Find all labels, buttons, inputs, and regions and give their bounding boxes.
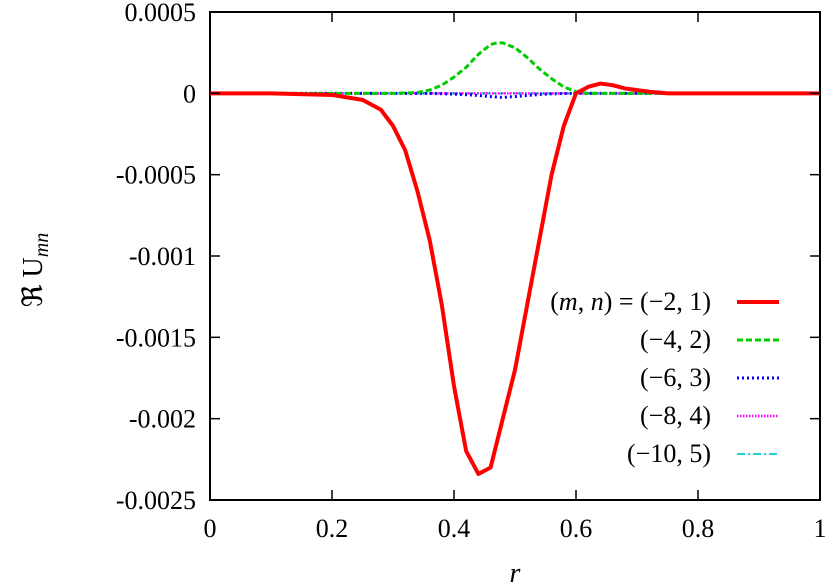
legend-prefix-part: m: [559, 287, 578, 316]
legend-series-name: (−8, 4): [640, 401, 711, 430]
series-line: [210, 41, 820, 95]
legend-series-name: (−4, 2): [640, 325, 711, 354]
legend-prefix-part: n: [591, 287, 604, 316]
y-axis-title-sub: mn: [31, 233, 53, 257]
legend-prefix-part: ,: [578, 287, 591, 316]
y-tick-label: -0.0005: [116, 161, 196, 190]
y-tick-label: -0.002: [129, 405, 196, 434]
series-line: [210, 81, 820, 476]
plot-frame: [209, 11, 821, 501]
x-tick-label: 0.8: [682, 514, 715, 543]
y-tick-label: 0: [183, 79, 196, 108]
y-tick-label: -0.0015: [116, 323, 196, 352]
legend-prefix-part: (: [550, 287, 559, 316]
x-tick-label: 0: [204, 514, 217, 543]
series-line: [210, 91, 820, 99]
x-tick-label: 0.6: [560, 514, 593, 543]
y-tick-label: -0.001: [129, 242, 196, 271]
legend-series-name: (−2, 1): [640, 287, 711, 316]
y-axis-title-main: ℜ U: [18, 257, 49, 307]
x-axis-title: r: [510, 558, 521, 585]
legend-series-name: (−6, 3): [640, 363, 711, 392]
legend-label: (−6, 3): [640, 363, 711, 392]
legend-label: (−10, 5): [627, 439, 711, 468]
y-axis-title: ℜ Umn: [18, 233, 53, 307]
legend-prefix-part: ) =: [604, 287, 640, 316]
legend-series-name: (−10, 5): [627, 439, 711, 468]
y-tick-label: 0.0005: [125, 0, 197, 27]
x-tick-label: 1: [814, 514, 827, 543]
x-tick-label: 0.2: [316, 514, 349, 543]
x-tick-label: 0.4: [438, 514, 471, 543]
y-tick-label: -0.0025: [116, 486, 196, 515]
legend-label: (m, n) = (−2, 1): [550, 287, 711, 316]
legend-label: (−8, 4): [640, 401, 711, 430]
legend-label: (−4, 2): [640, 325, 711, 354]
